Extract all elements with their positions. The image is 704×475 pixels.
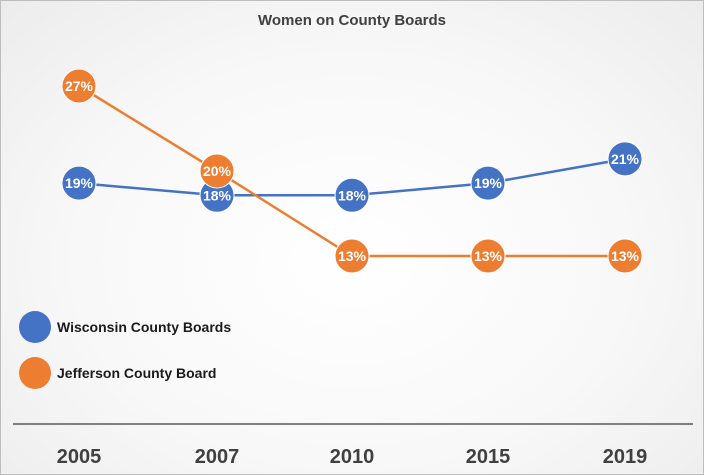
data-point-wisconsin-county-boards-2010: 18% [334, 177, 370, 213]
x-tick-label-2019: 2019 [603, 446, 648, 468]
data-marker [470, 238, 506, 274]
legend: Wisconsin County Boards Jefferson County … [19, 311, 231, 389]
series-lines [78, 84, 626, 258]
data-point-wisconsin-county-boards-2015: 19% [470, 165, 506, 201]
legend-label: Jefferson County Board [57, 365, 216, 381]
x-axis-ticks: 2005 2007 2010 2015 2019 [57, 446, 648, 468]
chart-title: Women on County Boards [258, 12, 446, 29]
data-marker [334, 238, 370, 274]
legend-swatch [19, 357, 51, 389]
data-marker [470, 165, 506, 201]
data-point-wisconsin-county-boards-2007: 18% [199, 177, 235, 213]
data-point-wisconsin-county-boards-2005: 19% [61, 165, 97, 201]
data-label: 21% [611, 151, 640, 167]
data-label: 27% [65, 78, 94, 94]
legend-item-jefferson-county-board: Jefferson County Board [19, 357, 216, 389]
data-marker [61, 68, 97, 104]
data-marker [334, 177, 370, 213]
legend-label: Wisconsin County Boards [57, 319, 231, 335]
data-point-jefferson-county-board-2015: 13% [470, 238, 506, 274]
data-label: 18% [203, 187, 232, 203]
data-marker [607, 238, 643, 274]
data-label: 20% [203, 163, 232, 179]
data-label: 19% [65, 175, 94, 191]
data-label: 13% [611, 248, 640, 264]
series-line-jefferson-county-board [78, 84, 625, 258]
data-point-wisconsin-county-boards-2019: 21% [607, 141, 643, 177]
data-marker [607, 141, 643, 177]
x-tick-label-2007: 2007 [195, 446, 240, 468]
data-label: 13% [338, 248, 367, 264]
data-marker [61, 165, 97, 201]
data-point-jefferson-county-board-2005: 27% [61, 68, 97, 104]
data-label: 19% [474, 175, 503, 191]
series-markers: 19% 18% 18% 19% 21% 27% 20% 13% 13% 13% [61, 68, 643, 274]
x-tick-label-2010: 2010 [330, 446, 375, 468]
x-tick-label-2005: 2005 [57, 446, 102, 468]
data-label: 13% [474, 248, 503, 264]
data-point-jefferson-county-board-2007: 20% [199, 153, 235, 189]
legend-item-wisconsin-county-boards: Wisconsin County Boards [19, 311, 231, 343]
data-point-jefferson-county-board-2010: 13% [334, 238, 370, 274]
legend-swatch [19, 311, 51, 343]
data-point-jefferson-county-board-2019: 13% [607, 238, 643, 274]
data-marker [199, 153, 235, 189]
x-tick-label-2015: 2015 [466, 446, 511, 468]
data-label: 18% [338, 187, 367, 203]
